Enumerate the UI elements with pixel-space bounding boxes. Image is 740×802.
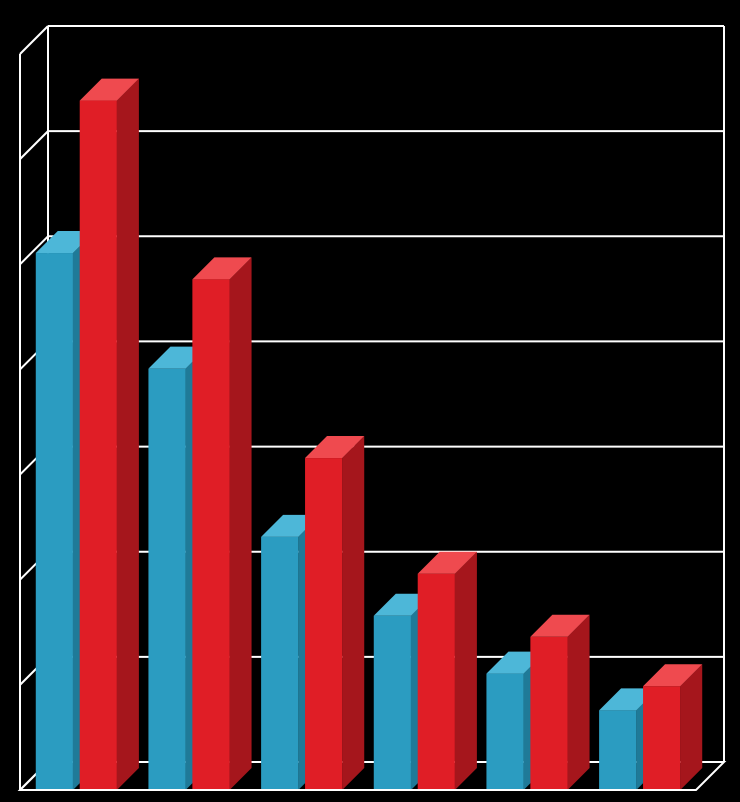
bar-2-b — [305, 436, 364, 790]
bar-5-a-front — [599, 710, 636, 790]
bar-1-b-front — [192, 279, 229, 790]
bar-3-b-side — [455, 552, 477, 790]
bar-3-b-front — [418, 574, 455, 790]
bar-2-a-front — [261, 537, 298, 790]
bar-3-a-front — [374, 616, 411, 790]
bar-5-b-side — [680, 664, 702, 790]
bar-0-b-side — [117, 79, 139, 790]
bar-0-a-front — [36, 253, 73, 790]
bar-2-b-side — [342, 436, 364, 790]
bar-0-b-front — [80, 101, 117, 790]
bar-4-b-side — [568, 615, 590, 790]
bar-2-b-front — [305, 458, 342, 790]
bar-4-b-front — [530, 637, 567, 790]
bar-1-b-side — [230, 257, 252, 790]
bar-chart — [0, 0, 740, 802]
bar-1-b — [192, 257, 251, 790]
bar-4-b — [530, 615, 589, 790]
bar-5-b-front — [643, 686, 680, 790]
bar-4-a-front — [486, 674, 523, 790]
bar-0-b — [80, 79, 139, 790]
bar-3-b — [418, 552, 477, 790]
bar-1-a-front — [148, 369, 185, 790]
bar-5-b — [643, 664, 702, 790]
